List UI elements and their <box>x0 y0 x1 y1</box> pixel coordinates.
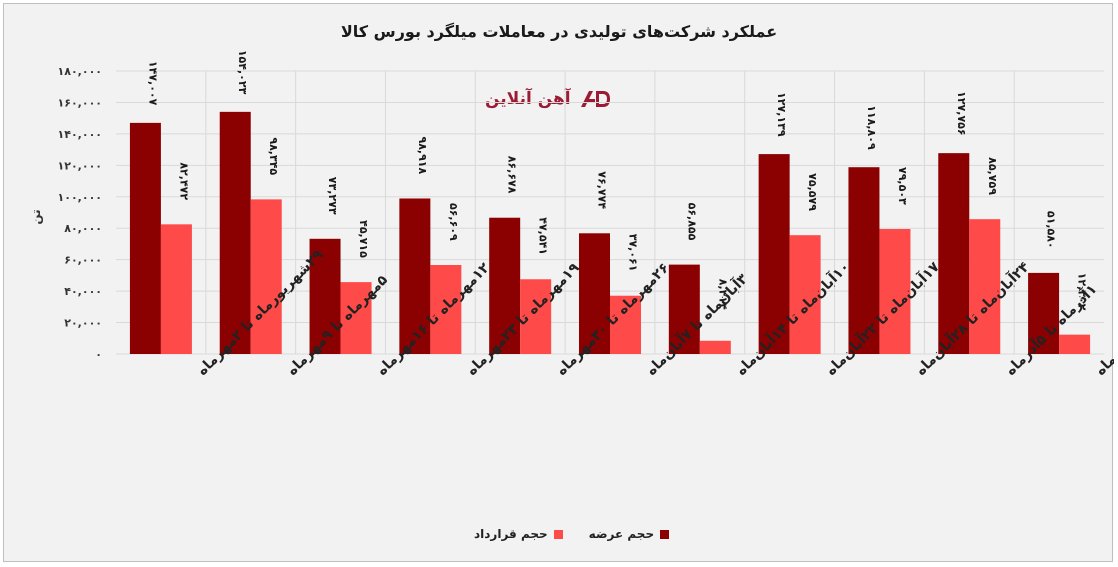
data-label-series1: ۷۳,۲۷۳ <box>326 177 339 215</box>
data-label-series1: ۱۵۴,۰۲۳ <box>236 50 249 95</box>
bars <box>129 111 1091 354</box>
bar-series2 <box>699 340 731 354</box>
data-label-series2: ۵۶,۶۰۹ <box>447 203 460 241</box>
data-labels: ۱۴۷,۰۰۷ ۸۲,۴۷۲ ۱۵۴,۰۲۳ ۹۸,۳۴۵ ۷۳,۲۷۳ ۴۵,۷۱۵ ۹۸… <box>146 50 1088 311</box>
bar-series1 <box>848 167 880 354</box>
bar-series1 <box>219 111 251 354</box>
data-label-series1: ۹۸,۹۱۸ <box>416 136 429 174</box>
data-label-series1: ۱۲۷,۷۵۶ <box>955 91 968 135</box>
data-label-series2: ۴۵,۷۱۵ <box>357 220 370 258</box>
y-tick-label: ۶۰,۰۰۰ <box>64 254 102 267</box>
bar-series2 <box>250 199 282 354</box>
ahan-online-logo-icon <box>580 91 610 107</box>
y-tick-label: ۱۰۰,۰۰۰ <box>58 191 102 204</box>
data-label-series2: ۸۲,۴۷۲ <box>177 162 190 200</box>
data-label-series1: ۷۶,۷۷۴ <box>596 171 609 209</box>
legend-swatch-series2 <box>553 529 563 539</box>
bar-series2 <box>520 279 552 354</box>
legend-item-series2: حجم قرارداد <box>474 527 563 541</box>
data-label-series2: ۹۸,۳۴۵ <box>267 137 280 175</box>
logo-text: آهن آنلاین <box>485 89 571 109</box>
bar-series1 <box>579 233 610 354</box>
bar-series2 <box>610 295 641 354</box>
bar-series1 <box>938 153 970 354</box>
bar-series2 <box>340 282 372 354</box>
bar-series2 <box>1059 334 1091 354</box>
bar-series1 <box>1028 272 1060 354</box>
bar-series1 <box>129 122 161 354</box>
data-label-series1: ۱۱۸,۸۰۹ <box>865 105 878 150</box>
bar-series2 <box>789 235 821 354</box>
legend-item-series1: حجم عرضه <box>588 527 670 541</box>
data-label-series2: ۷۹,۵۰۳ <box>896 167 909 205</box>
data-label-series2: ۷۵,۵۷۹ <box>806 173 819 211</box>
data-label-series1: ۱۴۷,۰۰۷ <box>146 61 159 106</box>
legend-label-series2: حجم قرارداد <box>474 527 548 541</box>
bar-series1 <box>399 198 431 354</box>
data-label-series2: ۴۷,۵۴۱ <box>537 217 550 255</box>
y-tick-label: ۰ <box>95 348 102 361</box>
logo: آهن آنلاین <box>485 89 611 109</box>
y-axis-title: تن <box>29 209 43 224</box>
y-axis: ۰ ۲۰,۰۰۰ ۴۰,۰۰۰ ۶۰,۰۰۰ ۸۰,۰۰۰ ۱۰۰,۰۰۰ ۱۲۰,۰۰۰ ۱… <box>58 65 102 361</box>
y-tick-label: ۲۰,۰۰۰ <box>64 317 102 330</box>
y-tick-label: ۱۸۰,۰۰۰ <box>58 65 102 78</box>
data-label-series1: ۱۲۷,۱۳۹ <box>775 92 788 137</box>
data-label-series1: ۵۱,۵۸۰ <box>1045 211 1058 249</box>
data-label-series2: ۳۷,۰۶۱ <box>627 234 640 272</box>
bar-series2 <box>879 229 911 354</box>
y-tick-label: ۴۰,۰۰۰ <box>64 285 102 298</box>
y-tick-label: ۱۲۰,۰۰۰ <box>58 159 102 172</box>
data-label-series1: ۵۶,۸۵۵ <box>685 203 698 241</box>
bar-series2 <box>430 264 462 354</box>
bar-series1 <box>489 217 521 354</box>
plot-area: ۰ ۲۰,۰۰۰ ۴۰,۰۰۰ ۶۰,۰۰۰ ۸۰,۰۰۰ ۱۰۰,۰۰۰ ۱۲۰,۰۰۰ ۱… <box>29 50 1114 379</box>
bar-series1 <box>758 154 790 354</box>
bar-series2 <box>160 224 192 354</box>
y-tick-label: ۱۴۰,۰۰۰ <box>58 128 102 141</box>
bar-series2 <box>969 219 1001 354</box>
data-label-series2: ۸۵,۷۵۹ <box>986 157 999 195</box>
chart-title: عملکرد شرکت‌های تولیدی در معاملات میلگرد… <box>340 22 778 41</box>
legend-swatch-series1 <box>660 529 670 539</box>
bar-series1 <box>668 264 700 354</box>
bar-series1 <box>309 238 341 354</box>
y-tick-label: ۱۶۰,۰۰۰ <box>58 96 102 109</box>
data-label-series2: ۱۲,۳۰۲ <box>1076 273 1089 311</box>
data-label-series2: ۸,۴۱۴ <box>716 279 729 310</box>
y-tick-label: ۸۰,۰۰۰ <box>64 222 102 235</box>
chart-frame: عملکرد شرکت‌های تولیدی در معاملات میلگرد… <box>3 3 1114 562</box>
data-label-series1: ۸۶,۶۷۸ <box>506 156 519 194</box>
legend-label-series1: حجم عرضه <box>588 527 655 541</box>
legend: حجم عرضه حجم قرارداد <box>474 527 670 541</box>
